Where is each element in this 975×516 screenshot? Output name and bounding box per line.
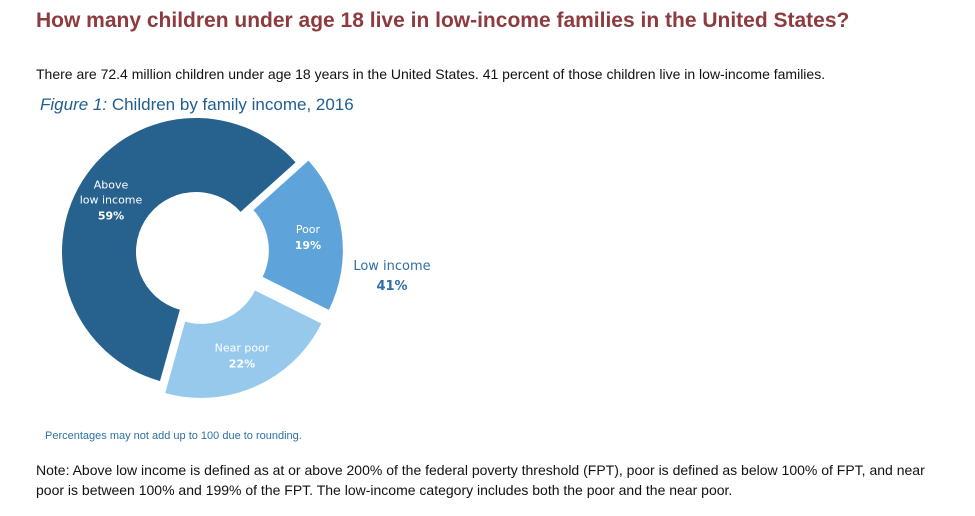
slice-category-text: Near poor — [215, 342, 270, 355]
slice-value-text: 59% — [98, 209, 124, 222]
slice-category-text: Above — [94, 178, 129, 191]
slice-label-poor: Poor 19% — [295, 223, 321, 252]
figure-title-text: Children by family income, 2016 — [111, 95, 354, 114]
slice-near-poor — [165, 290, 322, 398]
group-label-low-income: Low income 41% — [353, 259, 430, 294]
chart-footnote: Percentages may not add up to 100 due to… — [45, 430, 302, 442]
slice-value-text: 19% — [295, 239, 321, 252]
group-name-text: Low income — [353, 259, 430, 274]
page-headline: How many children under age 18 live in l… — [36, 9, 850, 32]
slice-category-text: Poor — [296, 223, 321, 236]
group-value-text: 41% — [376, 279, 407, 294]
slice-value-text: 22% — [229, 358, 255, 371]
slice-label-above-low-income: Above low income 59% — [80, 178, 143, 222]
chart-title: Figure 1: Children by family income, 201… — [40, 95, 354, 115]
definitions-note: Note: Above low income is defined as at … — [36, 462, 925, 498]
slice-above-low-income — [61, 117, 296, 382]
figure-number: Figure 1: — [40, 95, 108, 114]
slice-category-text: low income — [80, 193, 143, 206]
slice-label-near-poor: Near poor 22% — [215, 342, 270, 371]
slice-poor — [253, 160, 343, 310]
intro-text: There are 72.4 million children under ag… — [36, 66, 826, 82]
